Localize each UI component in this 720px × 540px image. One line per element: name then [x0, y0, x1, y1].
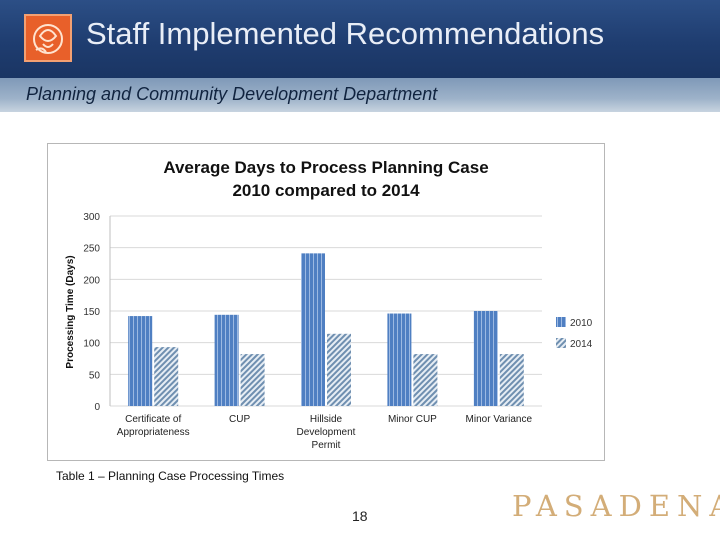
- bar-2014-1: [240, 354, 265, 406]
- subtitle-bar: Planning and Community Development Depar…: [0, 78, 720, 112]
- slide-subtitle: Planning and Community Development Depar…: [26, 84, 438, 104]
- x-tick-label: Minor CUP: [388, 414, 437, 425]
- y-tick-label: 0: [94, 402, 100, 413]
- y-tick-label: 150: [83, 307, 100, 318]
- chart-frame: 0 50 100 150 200 250 300 Certificate of Appropr…: [47, 143, 605, 461]
- table-caption: Table 1 – Planning Case Processing Times: [56, 469, 285, 483]
- chart-subtitle: 2010 compared to 2014: [232, 181, 420, 200]
- legend-label-2014: 2014: [570, 339, 593, 350]
- slide-title: Staff Implemented Recommendations: [86, 16, 605, 51]
- x-tick-label: Hillside Development Permit: [297, 414, 356, 451]
- y-tick-label: 50: [89, 370, 101, 381]
- y-tick-label: 200: [83, 275, 100, 286]
- bar-2010-1: [214, 314, 239, 406]
- y-axis-label: Processing Time (Days): [65, 255, 76, 368]
- bar-2014-2: [327, 333, 351, 406]
- legend-label-2010: 2010: [570, 318, 593, 329]
- pasadena-logo: PASADENA: [512, 489, 720, 523]
- title-bar: Staff Implemented Recommendations: [0, 0, 720, 78]
- rose-logo-icon: [24, 14, 72, 62]
- x-tick-label: Certificate of Appropriateness: [117, 414, 190, 438]
- bar-2014-3: [413, 354, 438, 406]
- y-tick-label: 250: [83, 244, 100, 255]
- bar-2010-0: [128, 316, 153, 406]
- bar-2010-4: [473, 311, 498, 406]
- bar-2014-0: [154, 347, 179, 406]
- legend-swatch-2014: [556, 338, 566, 348]
- page-number: 18: [352, 508, 368, 524]
- chart-title: Average Days to Process Planning Case: [163, 158, 488, 177]
- y-tick-label: 300: [83, 212, 100, 223]
- bar-chart: 0 50 100 150 200 250 300 Certificate of Appropr…: [65, 158, 593, 451]
- legend-swatch-2010: [556, 317, 566, 327]
- bar-2014-4: [499, 354, 524, 406]
- bar-2010-3: [387, 313, 412, 406]
- x-tick-label: Minor Variance: [466, 414, 533, 425]
- y-tick-label: 100: [83, 339, 100, 350]
- x-tick-label: CUP: [229, 414, 250, 425]
- bar-2010-2: [301, 253, 325, 406]
